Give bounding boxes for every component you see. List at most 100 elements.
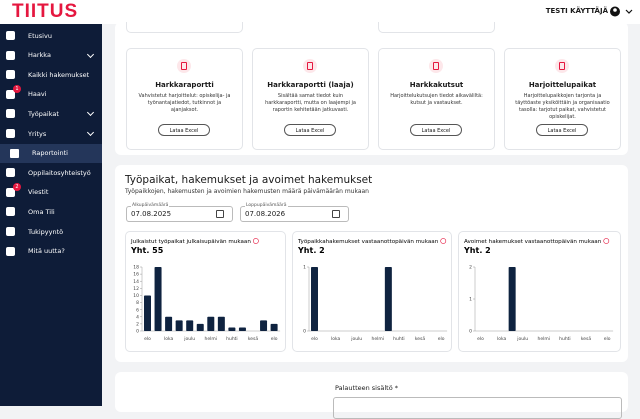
nav-item[interactable]: Kaikki hakemukset <box>0 65 102 84</box>
nav-item[interactable]: Raportointi <box>0 143 102 163</box>
chart: Työpaikkahakemukset vastaanottopäivän mu… <box>297 238 448 342</box>
report-title: Harkkaraportti <box>155 81 214 89</box>
chart-total: Yht. 55 <box>130 246 164 255</box>
nav-label: Etusivu <box>28 31 52 40</box>
nav-label: Työpaikat <box>28 109 59 118</box>
y-tick-label: 1 <box>303 265 306 271</box>
nav-item[interactable]: Viestit 2 <box>0 182 102 202</box>
report-description: Sisältää samat tiedot kuin harkkaraportt… <box>265 93 356 113</box>
download-button[interactable]: Lataa Excel <box>536 124 588 136</box>
chart-card: Avoimet hakemukset vastaanottopäivän muk… <box>458 231 621 352</box>
nav-label: Tukipyyntö <box>28 227 64 236</box>
nav-label: Raportointi <box>32 149 68 158</box>
user-icon[interactable] <box>610 6 634 17</box>
nav-item[interactable]: Harkka <box>0 46 102 65</box>
nav-icon <box>6 70 15 80</box>
y-tick-label: 6 <box>136 307 139 313</box>
report-card: Harkkaraportti (laaja) Sisältää samat tie… <box>252 48 369 150</box>
logo[interactable]: TIITUS <box>12 1 79 22</box>
x-tick-label: joulu <box>350 336 362 342</box>
chevron[interactable] <box>86 109 95 117</box>
y-tick-label: 0 <box>469 329 472 335</box>
end-date[interactable]: Loppupäivämäärä 07.08.2026 <box>240 203 349 222</box>
report-title: Harjoittelupaikat <box>528 81 597 89</box>
nav-item[interactable]: Etusivu <box>0 26 102 45</box>
bar <box>165 316 173 331</box>
info-icon <box>252 238 259 244</box>
start-date[interactable]: Alkupäivämäärä 07.08.2025 <box>126 203 233 222</box>
bar <box>508 267 516 331</box>
x-tick-label: elo <box>438 336 445 342</box>
nav-icon <box>6 168 15 178</box>
feedback-panel: Palautteen sisältö * <box>115 372 628 419</box>
feedback-label: Palautteen sisältö * <box>335 384 399 392</box>
chart-card: Työpaikkahakemukset vastaanottopäivän mu… <box>292 231 452 352</box>
bar <box>260 320 268 331</box>
user-name[interactable]: TESTI KÄYTTÄJÄ <box>545 7 608 15</box>
y-tick-label: 10 <box>133 293 139 299</box>
bar <box>217 316 225 331</box>
report-icon <box>177 59 191 73</box>
calendar-icon[interactable] <box>216 210 224 218</box>
y-tick-label: 0 <box>303 329 306 335</box>
nav-icon <box>6 227 15 236</box>
nav-icon <box>10 148 19 158</box>
chart-title: Avoimet hakemukset vastaanottopäivän muk… <box>464 239 602 245</box>
nav-label: Mitä uutta? <box>28 247 65 256</box>
nav-item[interactable]: Haavi 1 <box>0 84 102 104</box>
x-tick-label: helmi <box>538 336 551 342</box>
download-button[interactable]: Lataa Excel <box>158 124 210 136</box>
x-tick-label: elo <box>311 336 318 342</box>
field-label: Loppupäivämäärä <box>245 203 288 208</box>
nav-icon <box>6 207 15 217</box>
report-card: Harkkaraportti Vahvistetut harjoittelut: … <box>126 48 243 150</box>
y-tick-label: 4 <box>136 314 139 320</box>
x-tick-label: elo <box>477 336 484 342</box>
report-title: Harkkakutsut <box>409 81 464 89</box>
bar <box>384 267 392 331</box>
x-tick-label: elo <box>271 336 278 342</box>
field-value: 07.08.2026 <box>245 210 286 218</box>
feedback-input[interactable] <box>333 397 622 419</box>
chevron[interactable] <box>86 128 95 137</box>
report-icon <box>429 59 443 73</box>
chart-card: Julkaistut työpaikat julkaisupäivän muka… <box>125 231 286 352</box>
nav-item[interactable]: Yritys <box>0 124 102 143</box>
download-button[interactable]: Lataa Excel <box>410 124 462 136</box>
nav-item[interactable]: Työpaikat <box>0 104 102 123</box>
calendar-icon[interactable] <box>332 210 340 218</box>
report-description: Vahvistetut harjoittelut: opiskelija- ja… <box>138 93 231 113</box>
info-icon <box>440 238 447 244</box>
x-tick-label: helmi <box>372 336 385 342</box>
bar <box>270 323 278 331</box>
nav-label: Oppilaitosyhteistyö <box>28 168 91 177</box>
bar <box>154 267 162 331</box>
field-label: Alkupäivämäärä <box>131 203 170 208</box>
nav-icon <box>6 187 15 197</box>
x-tick-label: joulu <box>516 336 528 342</box>
y-tick-label: 2 <box>469 265 472 271</box>
chevron[interactable] <box>86 50 95 58</box>
report-card: Harkkakutsut Harjoittelukutsujen tiedot a… <box>378 48 495 150</box>
nav-label: Yritys <box>28 129 47 138</box>
y-tick-label: 18 <box>133 265 139 271</box>
download-button[interactable]: Lataa Excel <box>284 124 336 136</box>
x-tick-label: huhti <box>393 336 405 342</box>
nav-item[interactable]: Tukipyyntö <box>0 222 102 241</box>
nav-item[interactable]: Oppilaitosyhteistyö <box>0 163 102 182</box>
x-tick-label: huhti <box>226 336 238 342</box>
x-tick-label: joulu <box>183 336 195 342</box>
y-tick-label: 1 <box>469 297 472 303</box>
report-icon <box>303 59 317 73</box>
x-tick-label: loka <box>164 336 174 342</box>
chart: Avoimet hakemukset vastaanottopäivän muk… <box>463 238 614 342</box>
bar <box>186 320 194 331</box>
report-card: Harjoittelupaikat Harjoittelupaikkojen ta… <box>504 48 621 150</box>
y-tick-label: 0 <box>136 329 139 335</box>
nav-item[interactable]: Mitä uutta? <box>0 242 102 261</box>
chart-title: Työpaikkahakemukset vastaanottopäivän mu… <box>297 239 439 245</box>
section-subtitle: Työpaikkojen, hakemusten ja avoimien hak… <box>125 188 369 195</box>
nav-icon <box>6 31 15 40</box>
nav-item[interactable]: Oma Tili <box>0 202 102 221</box>
